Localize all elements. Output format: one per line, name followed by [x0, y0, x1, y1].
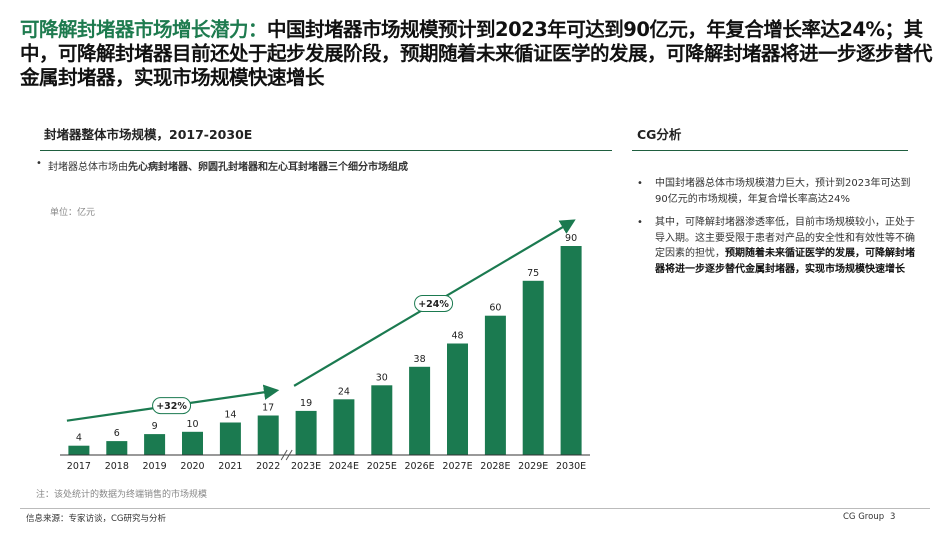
axis-break-mark: [280, 449, 288, 461]
chart-bullet-text: 封堵器总体市场由: [48, 162, 128, 173]
bar-2026E: [409, 366, 431, 455]
bar-value-label: 9: [152, 421, 158, 432]
cagr-bubble: [414, 294, 454, 312]
x-tick-label: 2022: [256, 461, 280, 472]
bar-2020: [182, 431, 203, 455]
bar-2030E: [560, 246, 582, 455]
x-tick-label: 2018: [105, 461, 129, 472]
bar-2024E: [333, 399, 355, 455]
x-tick-label: 2021: [218, 461, 242, 472]
bar-2017: [68, 445, 90, 455]
bar-value-label: 48: [451, 331, 463, 342]
x-tick-label: 2027E: [442, 461, 472, 472]
chart-bullet-bold: 先心病封堵器、卵圆孔封堵器和左心耳封堵器三个细分市场组成: [128, 162, 408, 173]
bar-2021: [219, 422, 241, 455]
x-tick-label: 2024E: [329, 461, 359, 472]
footer-divider: [20, 508, 930, 509]
x-tick-label: 2029E: [518, 461, 548, 472]
chart-unit-label: 单位：亿元: [50, 208, 96, 218]
bar-value-label: 4: [76, 433, 82, 444]
x-tick-label: 2030E: [556, 461, 586, 472]
cagr-label: +32%: [156, 401, 187, 412]
x-tick-label: 2017: [67, 461, 91, 472]
chart-section-rule: [40, 150, 612, 151]
analysis-item: 中国封堵器总体市场规模潜力巨大，预计到2023年可达到90亿元的市场规模，年复合…: [637, 176, 915, 207]
analysis-item: 其中，可降解封堵器渗透率低，目前市场规模较小，正处于导入期。这主要受限于患者对产…: [637, 215, 915, 277]
bar-value-label: 6: [114, 428, 120, 439]
chart-section-title: 封堵器整体市场规模，2017-2030E: [44, 127, 253, 142]
x-tick-label: 2019: [143, 461, 167, 472]
bar-2027E: [447, 343, 468, 455]
chart-bullet: 封堵器总体市场由先心病封堵器、卵圆孔封堵器和左心耳封堵器三个细分市场组成: [36, 158, 408, 173]
bar-value-label: 75: [527, 268, 539, 279]
bar-value-label: 90: [565, 233, 577, 244]
x-tick-label: 2025E: [367, 461, 397, 472]
page-title-accent: 可降解封堵器市场增长潜力：: [20, 18, 268, 41]
bar-value-label: 60: [489, 303, 501, 314]
bar-value-label: 10: [186, 419, 198, 430]
axis-break-mark: [285, 449, 293, 461]
analysis-section-rule: [632, 150, 908, 151]
chart-note: 注：该处统计的数据为终端销售的市场规模: [36, 490, 208, 500]
x-tick-label: 2028E: [480, 461, 510, 472]
bar-2023E: [295, 410, 317, 455]
page-title-text: 中国封堵器市场规模预计到2023年可达到90亿元，年复合增长率达24%；其中，可…: [20, 18, 933, 89]
bar-2019: [144, 434, 166, 455]
analysis-section-title: CG分析: [637, 127, 682, 142]
analysis-item-text: 其中，可降解封堵器渗透率低，目前市场规模较小，正处于导入期。这主要受限于患者对产…: [655, 217, 915, 259]
bar-2029E: [522, 280, 544, 455]
cagr-label: +24%: [418, 299, 449, 310]
footer-source: 信息来源：专家访谈，CG研究与分析: [26, 514, 167, 524]
x-tick-label: 2023E: [291, 461, 321, 472]
bar-value-label: 19: [300, 398, 312, 409]
bar-value-label: 17: [262, 403, 274, 414]
page-title: 可降解封堵器市场增长潜力：中国封堵器市场规模预计到2023年可达到90亿元，年复…: [20, 18, 940, 90]
bar-value-label: 30: [376, 372, 388, 383]
page-number: 3: [890, 512, 896, 522]
bar-value-label: 38: [414, 354, 426, 365]
bar-value-label: 14: [224, 410, 236, 421]
x-tick-label: 2026E: [405, 461, 435, 472]
analysis-item-text: 中国封堵器总体市场规模潜力巨大，预计到2023年可达到90亿元的市场规模，年复合…: [655, 178, 911, 205]
bar-2028E: [484, 315, 506, 455]
bar-2025E: [371, 385, 393, 455]
cagr-bubble: [152, 397, 192, 415]
bar-2022: [257, 415, 279, 455]
analysis-item-bold: 预期随着未来循证医学的发展，可降解封堵器将进一步逐步替代金属封堵器，实现市场规模…: [655, 248, 915, 275]
bar-value-label: 24: [338, 386, 350, 397]
footer-brand: CG Group: [843, 512, 885, 522]
x-tick-label: 2020: [180, 461, 204, 472]
analysis-list: 中国封堵器总体市场规模潜力巨大，预计到2023年可达到90亿元的市场规模，年复合…: [637, 176, 915, 285]
bar-2018: [106, 441, 128, 455]
